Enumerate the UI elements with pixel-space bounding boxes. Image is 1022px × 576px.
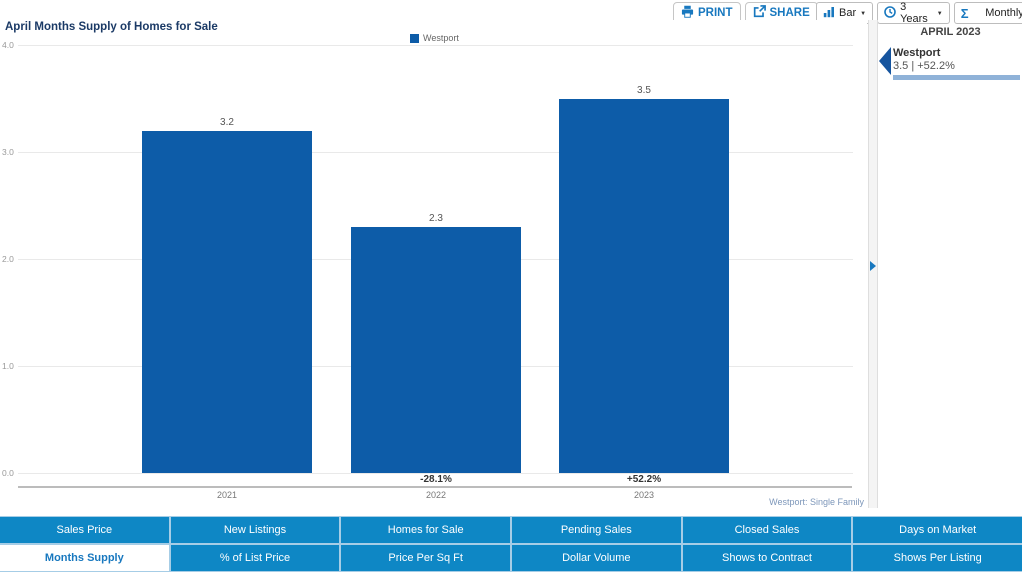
x-axis-category-label: 2021 — [216, 490, 238, 500]
bottom-nav-item-dollar-volume[interactable]: Dollar Volume — [512, 545, 681, 571]
bottom-nav: Sales Price New Listings Homes for Sale Pen… — [0, 516, 1022, 572]
chart-region: April Months Supply of Homes for Sale We… — [0, 20, 867, 516]
y-axis-tick-label: 2.0 — [2, 254, 14, 264]
plot-area: 0.0 1.0 2.0 3.0 4.0 3.2 2021 2.3 -28.1% 2022 3.5 +5… — [2, 40, 853, 500]
bottom-nav-item-months-supply[interactable]: Months Supply — [0, 545, 169, 571]
change-percent-label: +52.2% — [626, 474, 662, 485]
bar-value-label: 3.5 — [637, 85, 651, 96]
x-axis-line — [18, 486, 852, 488]
y-axis-tick-label: 1.0 — [2, 361, 14, 371]
chevron-down-icon: ▼ — [936, 10, 943, 17]
bar-2022[interactable] — [351, 227, 521, 473]
bottom-nav-item-new-listings[interactable]: New Listings — [170, 517, 340, 543]
share-button-label: SHARE — [769, 7, 810, 19]
bar-chart-icon — [823, 6, 835, 21]
chevron-down-icon: ▼ — [860, 10, 867, 17]
side-panel: APRIL 2023 Westport 3.5 | +52.2% — [879, 20, 1022, 80]
bottom-nav-item-shows-per-listing[interactable]: Shows Per Listing — [853, 545, 1022, 571]
time-range-dropdown[interactable]: 3 Years ▼ — [877, 1, 950, 25]
toolbar-controls: Bar ▼ 3 Years ▼ Σ Monthly ▼ — [816, 1, 1022, 25]
share-button[interactable]: SHARE — [744, 2, 818, 24]
y-axis-tick-label: 4.0 — [2, 40, 14, 50]
bottom-nav-item-sales-price[interactable]: Sales Price — [0, 517, 169, 543]
gridline — [18, 45, 853, 46]
gridline — [18, 152, 853, 153]
bottom-nav-item-pending-sales[interactable]: Pending Sales — [512, 517, 681, 543]
y-axis-tick-label: 0.0 — [2, 468, 14, 478]
left-triangle-marker-icon — [879, 47, 891, 75]
clock-icon — [884, 5, 896, 21]
x-axis-category-label: 2022 — [425, 490, 447, 500]
side-item-name: Westport — [893, 47, 941, 59]
x-axis-category-label: 2023 — [633, 490, 655, 500]
chart-title: April Months Supply of Homes for Sale — [5, 21, 218, 33]
legend-label: Westport — [423, 33, 459, 43]
side-panel-period: APRIL 2023 — [920, 26, 981, 38]
bottom-nav-item-shows-to-contract[interactable]: Shows to Contract — [682, 545, 852, 571]
printer-icon — [681, 5, 694, 21]
aggregation-value: Monthly — [985, 7, 1022, 19]
chart-type-value: Bar — [839, 7, 857, 19]
share-icon — [753, 5, 766, 21]
bar-2023[interactable] — [559, 99, 729, 473]
side-item-value: 3.5 | +52.2% — [893, 60, 955, 72]
print-button-label: PRINT — [698, 7, 733, 19]
bottom-nav-item-homes-for-sale[interactable]: Homes for Sale — [341, 517, 510, 543]
panel-splitter[interactable] — [868, 20, 878, 508]
gridline — [18, 473, 853, 474]
sigma-icon: Σ — [960, 5, 969, 21]
bottom-nav-item-price-per-sq-ft[interactable]: Price Per Sq Ft — [341, 545, 510, 571]
bar-2021[interactable] — [142, 131, 312, 473]
bar-value-label: 3.2 — [220, 117, 234, 128]
toolbar-actions: PRINT SHARE — [673, 2, 818, 24]
legend-swatch — [410, 33, 419, 43]
side-item-bar — [893, 75, 1020, 80]
side-panel-item-westport: Westport 3.5 | +52.2% — [879, 47, 1022, 80]
aggregation-dropdown[interactable]: Σ Monthly ▼ — [953, 2, 1022, 24]
chart-footnote: Westport: Single Family — [769, 497, 864, 507]
bottom-nav-item-closed-sales[interactable]: Closed Sales — [682, 517, 852, 543]
chart-type-dropdown[interactable]: Bar ▼ — [816, 2, 874, 24]
change-percent-label: -28.1% — [420, 474, 452, 485]
time-range-value: 3 Years — [900, 1, 928, 25]
bottom-nav-item--of-list-price[interactable]: % of List Price — [170, 545, 340, 571]
legend-item-westport[interactable]: Westport — [410, 33, 459, 43]
bar-value-label: 2.3 — [429, 213, 443, 224]
bottom-nav-item-days-on-market[interactable]: Days on Market — [853, 517, 1022, 543]
y-axis-tick-label: 3.0 — [2, 147, 14, 157]
expand-arrow-icon[interactable] — [870, 261, 876, 271]
